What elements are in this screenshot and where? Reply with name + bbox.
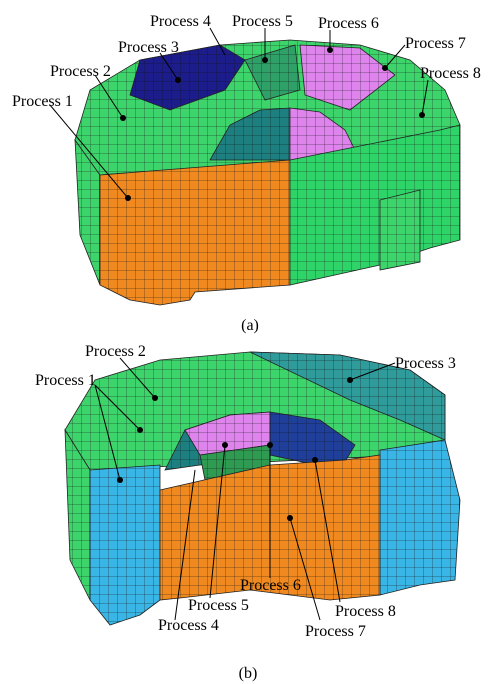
marker-dot xyxy=(312,457,318,463)
marker-dot xyxy=(125,195,131,201)
marker-dot xyxy=(262,57,268,63)
process-label: Process 7 xyxy=(305,623,366,640)
model-a xyxy=(75,40,460,305)
marker-dot xyxy=(175,77,181,83)
marker-dot xyxy=(382,65,388,71)
marker-dot xyxy=(137,427,143,433)
process-label: Process 2 xyxy=(85,343,146,360)
mesh-lines xyxy=(90,465,160,625)
marker-dot xyxy=(222,442,228,448)
process-label: Process 4 xyxy=(158,617,219,634)
marker-dot xyxy=(287,515,293,521)
marker-dot xyxy=(117,477,123,483)
mesh-lines xyxy=(380,190,420,270)
marker-dot xyxy=(327,47,333,53)
caption: (a) xyxy=(241,317,259,334)
process-label: Process 1 xyxy=(35,372,96,389)
mesh-lines xyxy=(100,160,290,305)
marker-dot xyxy=(419,112,425,118)
marker-dot xyxy=(267,442,273,448)
marker-dot xyxy=(120,115,126,121)
figure: Process 1 Process 2 Process 3 Process 4 … xyxy=(0,0,497,684)
process-label: Process 3 xyxy=(395,355,456,372)
process-label: Process 3 xyxy=(118,39,179,56)
mesh-lines xyxy=(380,440,460,595)
process-label: Process 8 xyxy=(335,603,396,620)
process-label: Process 7 xyxy=(405,35,466,52)
marker-dot xyxy=(152,395,158,401)
process-label: Process 2 xyxy=(50,63,111,80)
process-label: Process 5 xyxy=(188,597,249,614)
process-label: Process 4 xyxy=(150,13,211,30)
process-label: Process 1 xyxy=(12,93,73,110)
process-label: Process 5 xyxy=(232,13,293,30)
marker-dot xyxy=(347,377,353,383)
caption: (b) xyxy=(239,665,258,682)
process-label: Process 6 xyxy=(240,577,301,594)
process-label: Process 8 xyxy=(420,65,481,82)
process-label: Process 6 xyxy=(318,15,379,32)
